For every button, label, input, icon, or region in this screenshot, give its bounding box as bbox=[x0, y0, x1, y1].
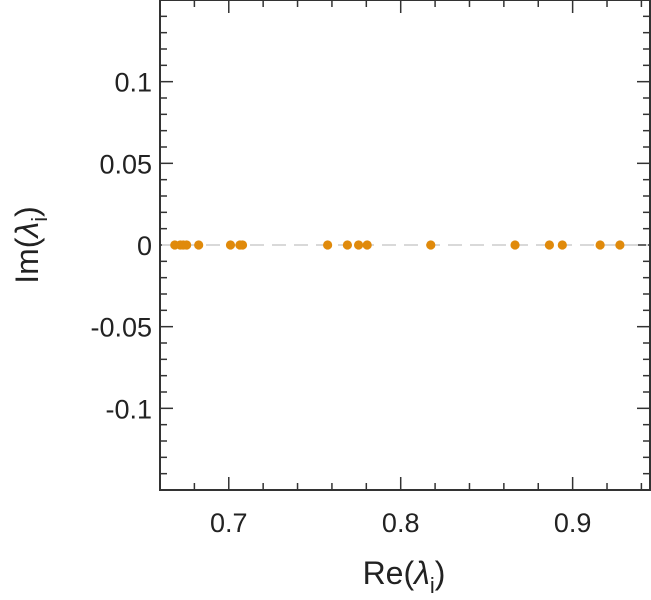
x-axis-label-base: Re( bbox=[363, 555, 415, 591]
data-point bbox=[237, 240, 248, 250]
data-point bbox=[557, 240, 567, 250]
x-axis-label-subscript: i bbox=[430, 573, 435, 598]
data-point bbox=[353, 240, 364, 250]
y-tick-label: -0.05 bbox=[90, 313, 152, 343]
y-axis-label-base: Im( bbox=[9, 237, 45, 284]
x-axis-label-close: ) bbox=[435, 555, 446, 591]
data-point bbox=[426, 240, 436, 250]
data-point bbox=[362, 240, 372, 250]
data-points bbox=[170, 240, 625, 250]
y-tick-label: 0.1 bbox=[114, 68, 152, 98]
data-point bbox=[342, 240, 353, 250]
x-tick-label: 0.7 bbox=[210, 508, 248, 538]
data-point bbox=[194, 240, 204, 250]
data-point bbox=[225, 240, 236, 250]
data-point bbox=[615, 240, 625, 250]
y-tick-labels: 0.1 0.05 0 -0.05 -0.1 bbox=[90, 68, 152, 425]
data-point bbox=[323, 240, 333, 250]
x-axis-label-symbol: λ bbox=[412, 555, 430, 591]
y-axis-label-close: ) bbox=[9, 206, 45, 217]
data-point bbox=[595, 240, 605, 250]
y-tick-label: -0.1 bbox=[105, 394, 152, 424]
data-point bbox=[544, 240, 555, 250]
y-axis-label: Im(λi) bbox=[9, 206, 52, 284]
data-point bbox=[182, 240, 192, 250]
x-tick-labels: 0.7 0.8 0.9 bbox=[210, 508, 591, 538]
major-ticks bbox=[160, 0, 650, 490]
x-axis-label: Re(λi) bbox=[363, 555, 446, 598]
minor-ticks bbox=[159, 0, 650, 491]
x-tick-label: 0.9 bbox=[554, 508, 592, 538]
y-tick-label: 0 bbox=[137, 231, 152, 261]
y-axis-label-subscript: i bbox=[27, 217, 52, 222]
x-tick-label: 0.8 bbox=[382, 508, 420, 538]
y-tick-label: 0.05 bbox=[99, 149, 152, 179]
data-point bbox=[510, 240, 520, 250]
y-axis-label-symbol: λ bbox=[9, 222, 45, 240]
